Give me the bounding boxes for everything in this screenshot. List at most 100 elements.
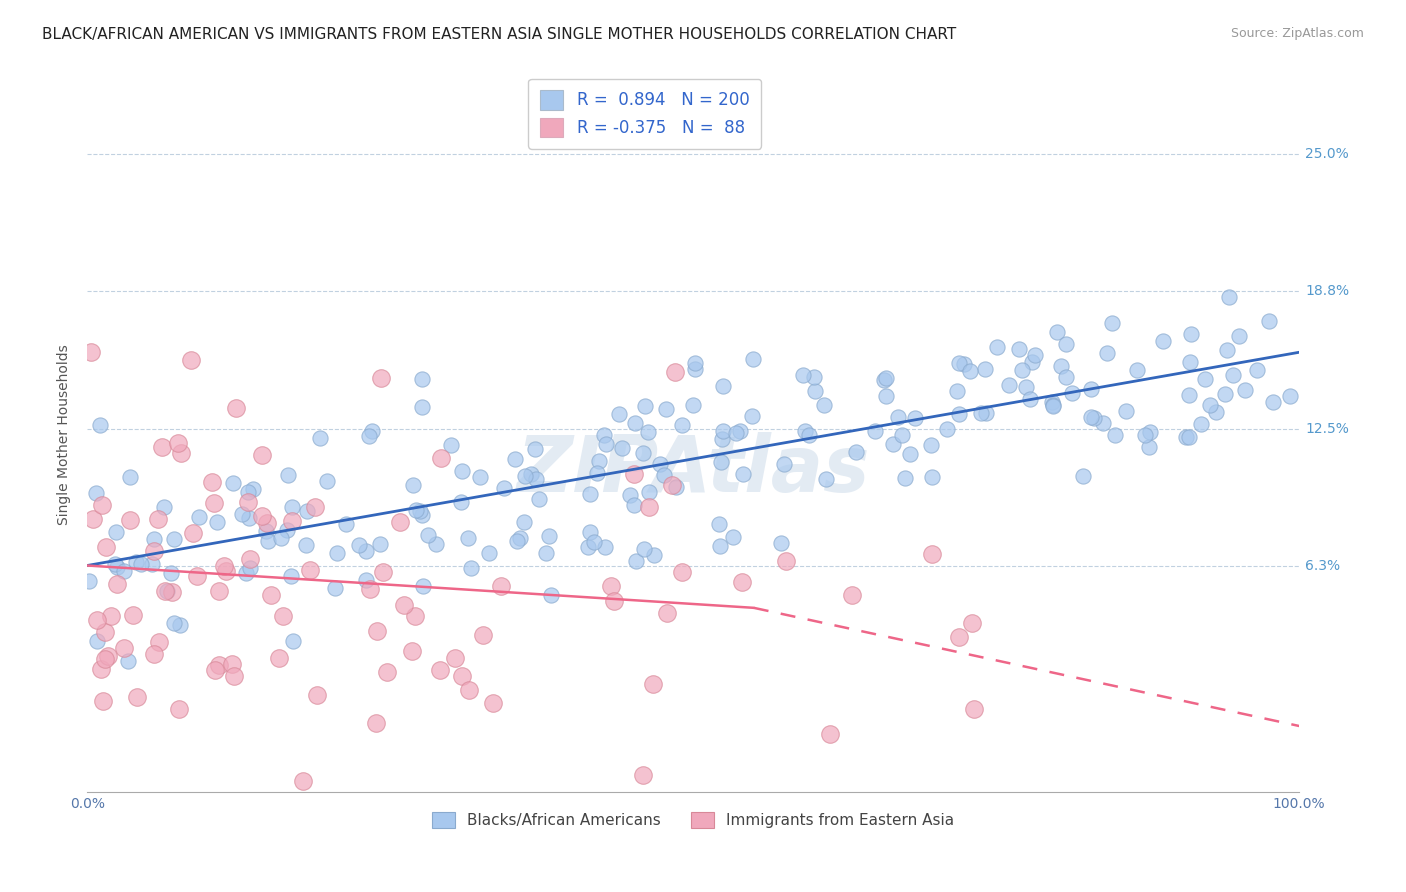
- Point: [94, 625, 117, 640]
- Point: [205, 516, 228, 530]
- Point: [411, 508, 433, 522]
- Point: [221, 657, 243, 672]
- Point: [1189, 417, 1212, 431]
- Point: [356, 544, 378, 558]
- Point: [986, 339, 1008, 353]
- Point: [619, 488, 641, 502]
- Point: [633, 542, 655, 557]
- Point: [335, 517, 357, 532]
- Point: [1015, 379, 1038, 393]
- Point: [156, 583, 179, 598]
- Point: [411, 372, 433, 386]
- Point: [671, 566, 693, 580]
- Point: [208, 584, 231, 599]
- Point: [91, 694, 114, 708]
- Point: [513, 515, 536, 529]
- Point: [153, 500, 176, 514]
- Point: [710, 455, 733, 469]
- Point: [959, 364, 981, 378]
- Point: [222, 476, 245, 491]
- Point: [1178, 388, 1201, 402]
- Point: [1258, 314, 1281, 328]
- Point: [80, 345, 103, 359]
- Point: [478, 546, 501, 560]
- Point: [974, 362, 997, 376]
- Point: [711, 379, 734, 393]
- Point: [1139, 425, 1161, 439]
- Point: [125, 690, 148, 704]
- Point: [948, 407, 970, 421]
- Point: [875, 389, 897, 403]
- Point: [143, 532, 166, 546]
- Point: [260, 589, 283, 603]
- Point: [664, 365, 686, 379]
- Point: [239, 551, 262, 566]
- Point: [1080, 383, 1102, 397]
- Point: [1174, 430, 1197, 444]
- Point: [222, 669, 245, 683]
- Point: [366, 624, 388, 639]
- Point: [579, 487, 602, 501]
- Point: [89, 417, 111, 432]
- Point: [257, 533, 280, 548]
- Point: [1194, 371, 1216, 385]
- Point: [599, 579, 621, 593]
- Point: [519, 467, 541, 482]
- Point: [803, 370, 825, 384]
- Point: [404, 609, 426, 624]
- Point: [86, 613, 108, 627]
- Point: [655, 606, 678, 620]
- Point: [276, 523, 298, 537]
- Point: [470, 470, 492, 484]
- Point: [148, 635, 170, 649]
- Point: [607, 407, 630, 421]
- Point: [887, 410, 910, 425]
- Point: [623, 498, 645, 512]
- Point: [648, 457, 671, 471]
- Point: [1091, 416, 1114, 430]
- Point: [1046, 326, 1069, 340]
- Point: [430, 451, 453, 466]
- Point: [315, 474, 337, 488]
- Point: [77, 574, 100, 588]
- Point: [1222, 368, 1244, 382]
- Point: [582, 534, 605, 549]
- Point: [815, 473, 838, 487]
- Point: [292, 774, 315, 789]
- Point: [1024, 348, 1046, 362]
- Point: [347, 538, 370, 552]
- Point: [105, 559, 128, 574]
- Point: [359, 428, 381, 442]
- Point: [665, 480, 688, 494]
- Point: [1199, 398, 1222, 412]
- Point: [280, 568, 302, 582]
- Point: [509, 531, 531, 545]
- Point: [998, 378, 1021, 392]
- Point: [641, 677, 664, 691]
- Point: [792, 368, 814, 382]
- Text: 18.8%: 18.8%: [1305, 284, 1350, 298]
- Point: [683, 361, 706, 376]
- Point: [100, 608, 122, 623]
- Point: [643, 549, 665, 563]
- Point: [236, 485, 259, 500]
- Point: [1178, 429, 1201, 443]
- Point: [1054, 370, 1077, 384]
- Point: [1042, 395, 1064, 409]
- Point: [593, 428, 616, 442]
- Point: [534, 546, 557, 560]
- Point: [945, 384, 967, 399]
- Point: [375, 665, 398, 679]
- Point: [305, 689, 328, 703]
- Text: 6.3%: 6.3%: [1305, 558, 1340, 573]
- Point: [325, 581, 347, 595]
- Point: [841, 588, 863, 602]
- Point: [364, 716, 387, 731]
- Point: [356, 574, 378, 588]
- Point: [160, 585, 183, 599]
- Point: [1152, 334, 1174, 348]
- Point: [1095, 346, 1118, 360]
- Point: [1279, 389, 1302, 403]
- Point: [1115, 404, 1137, 418]
- Point: [728, 424, 751, 438]
